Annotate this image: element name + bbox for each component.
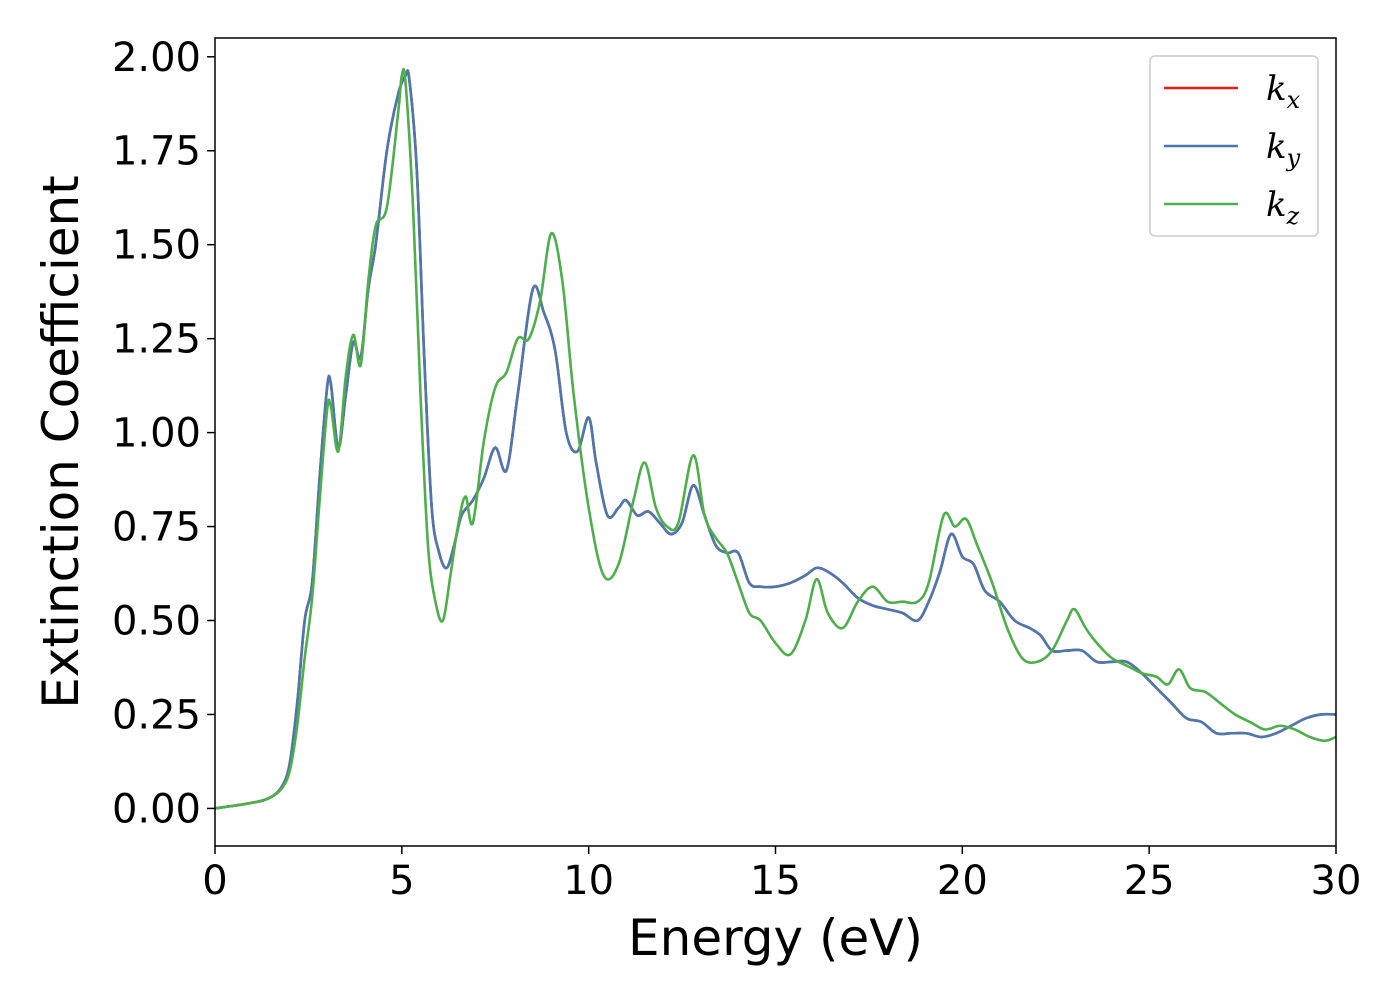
legend-label-base: k <box>1266 185 1287 225</box>
y-tick-label: 1.50 <box>112 223 201 269</box>
x-axis-ticks: 0 5 10 15 20 25 30 <box>202 846 1361 904</box>
y-axis-label: Extinction Coefficient <box>32 175 90 709</box>
x-tick-label: 0 <box>202 858 227 904</box>
series-layer <box>215 67 1336 810</box>
x-tick-label: 15 <box>750 858 801 904</box>
legend-label-y: ky <box>1266 127 1301 172</box>
y-tick-label: 0.25 <box>112 692 201 738</box>
x-axis-label: Energy (eV) <box>628 909 923 967</box>
x-tick-label: 30 <box>1311 858 1362 904</box>
legend-label-subscript: x <box>1287 86 1301 114</box>
series-line-z <box>215 67 1336 810</box>
x-tick-label: 10 <box>563 858 614 904</box>
y-tick-label: 0.75 <box>112 505 201 551</box>
y-tick-label: 1.75 <box>112 129 201 175</box>
x-tick-label: 5 <box>389 858 414 904</box>
legend-label-base: k <box>1266 127 1287 167</box>
y-axis-ticks: 0.00 0.25 0.50 0.75 1.00 1.25 1.50 1.75 2.00 <box>112 35 215 832</box>
legend-label-subscript: y <box>1286 144 1301 172</box>
y-tick-label: 1.25 <box>112 317 201 363</box>
y-tick-label: 0.00 <box>112 786 201 832</box>
y-tick-label: 1.00 <box>112 411 201 457</box>
y-tick-label: 2.00 <box>112 35 201 81</box>
y-tick-label: 0.50 <box>112 599 201 645</box>
x-tick-label: 25 <box>1124 858 1175 904</box>
series-line-y <box>215 69 1336 810</box>
legend-label-subscript: z <box>1286 202 1300 230</box>
legend-label-x: kx <box>1266 69 1301 114</box>
legend-label-base: k <box>1266 69 1287 109</box>
x-tick-label: 20 <box>937 858 988 904</box>
legend-label-z: kz <box>1266 185 1300 230</box>
